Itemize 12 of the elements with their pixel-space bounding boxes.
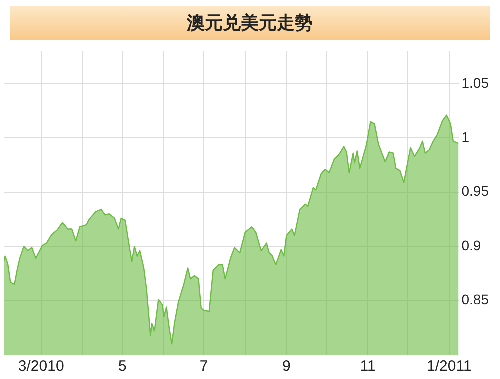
- x-tick-label: 5: [118, 358, 127, 376]
- y-tick-label: 0.85: [462, 292, 490, 308]
- x-tick-label: 11: [360, 358, 376, 376]
- x-tick-label: 1/2011: [427, 358, 472, 376]
- y-tick-label: 1: [462, 129, 470, 145]
- y-tick-label: 1.05: [462, 74, 490, 91]
- chart-title: 澳元兑美元走勢: [187, 12, 313, 35]
- y-tick-label: 0.9: [462, 237, 482, 254]
- y-tick-label: 0.95: [462, 183, 490, 200]
- x-tick-label: 7: [200, 358, 208, 376]
- x-tick-label: 9: [282, 358, 291, 376]
- x-tick-label: 3/2010: [18, 358, 64, 376]
